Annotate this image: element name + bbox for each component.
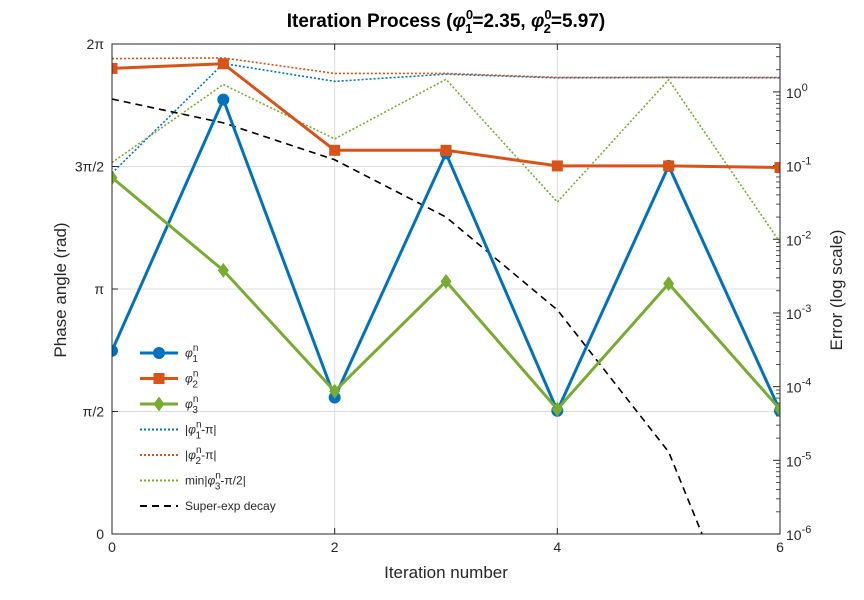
series-left-point-2 — [217, 262, 229, 278]
series-left-point-2 — [440, 273, 452, 289]
series-left-point-2 — [329, 383, 341, 399]
series-right-line-3 — [112, 98, 703, 534]
series-left-point-1 — [217, 58, 229, 70]
x-tick-label: 4 — [553, 539, 561, 555]
legend: φn 1 φn 2 φn 3 |φn 1-π| |φn 2-π| min|φn 3-π/2| Super… — [140, 343, 276, 513]
legend-label: φn 3 — [185, 394, 198, 416]
legend-swatch-marker — [153, 373, 165, 384]
legend-label: Super-exp decay — [185, 499, 276, 513]
series-left-point-2 — [663, 276, 675, 292]
series-left-point-2 — [551, 401, 563, 417]
legend-label: φn 1 — [185, 343, 198, 365]
chart-title-superscript-2: 0 — [544, 7, 551, 22]
y-left-tick-label: π — [94, 281, 104, 297]
y-right-tick-label: 10-4 — [786, 377, 811, 396]
y-left-tick-label: 3π/2 — [75, 159, 104, 175]
series-left-point-1 — [551, 160, 563, 172]
y-right-tick-label: 10-3 — [786, 303, 811, 322]
legend-label: |φn 1-π| — [185, 420, 216, 442]
series-left-point-1 — [663, 160, 675, 172]
chart-title-value-2: =5.97) — [551, 11, 605, 32]
plot-area-frame — [111, 43, 781, 535]
series-left-point-1 — [440, 144, 452, 156]
series-right-line-2 — [112, 78, 780, 243]
y-right-tick-label: 10-6 — [786, 524, 811, 543]
series-left-point-0 — [112, 344, 118, 357]
y-left-tick-label: 0 — [96, 526, 104, 542]
legend-swatch-marker — [153, 396, 165, 412]
chart-title-symbol-1: φ — [453, 11, 466, 32]
y-left-tick-label: π/2 — [83, 404, 105, 420]
series-left-point-2 — [774, 401, 780, 417]
x-axis-label: Iteration number — [384, 563, 508, 582]
chart-title-prefix: Iteration Process ( — [287, 11, 453, 32]
legend-swatch-marker — [153, 347, 165, 359]
chart-title-superscript-1: 0 — [466, 7, 473, 22]
y-axis-left-label: Phase angle (rad) — [51, 222, 70, 357]
legend-label: φn 2 — [185, 369, 198, 391]
series-left-point-0 — [217, 93, 230, 106]
series-left-point-2 — [112, 170, 118, 186]
legend-label: min|φn 3-π/2| — [185, 471, 246, 493]
series-right-line-1 — [112, 57, 780, 79]
y-right-tick-label: 100 — [786, 82, 808, 101]
chart-title-subscript-1: 1 — [465, 21, 472, 36]
y-axis-right-label: Error (log scale) — [827, 230, 846, 351]
y-right-tick-label: 10-5 — [786, 450, 811, 469]
plot-series — [112, 57, 780, 534]
y-right-tick-label: 10-2 — [786, 229, 811, 248]
chart-title-symbol-2: φ — [531, 11, 544, 32]
x-tick-label: 6 — [776, 539, 784, 555]
chart-title-subscript-2: 2 — [544, 21, 551, 36]
chart-title-value-1: =2.35, — [472, 11, 531, 32]
series-left-point-1 — [112, 62, 118, 74]
series-left-point-1 — [329, 144, 341, 156]
series-left-point-1 — [774, 161, 780, 173]
legend-label: |φn 2-π| — [185, 445, 216, 467]
y-left-tick-label: 2π — [87, 36, 105, 52]
x-tick-label: 0 — [108, 539, 116, 555]
chart-title: Iteration Process (φ0 1=2.35, φ0 2=5.97) — [287, 7, 606, 36]
x-tick-label: 2 — [331, 539, 339, 555]
y-right-tick-label: 10-1 — [786, 156, 811, 175]
